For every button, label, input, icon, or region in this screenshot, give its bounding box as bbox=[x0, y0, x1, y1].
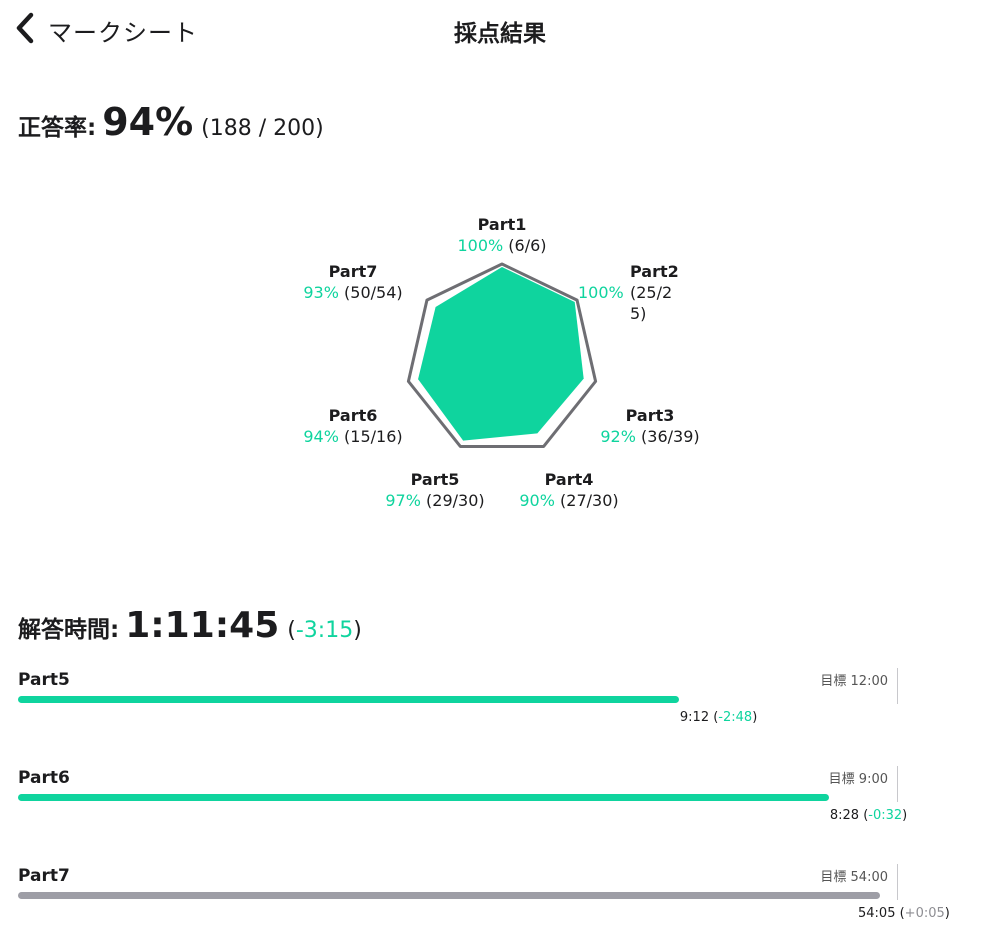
section-goal: 目標 9:00 bbox=[828, 772, 888, 787]
time-summary: 解答時間: 1:11:45 (-3:15) bbox=[18, 605, 362, 646]
radar-part-name: Part5 bbox=[410, 470, 460, 489]
page-title: 採点結果 bbox=[454, 21, 546, 47]
section-result: 9:12 (-2:48) bbox=[679, 710, 758, 725]
time-diff-open: ( bbox=[287, 618, 296, 643]
radar-label-part2: Part2 100% (25/25) bbox=[578, 261, 684, 324]
section-result-time: 9:12 ( bbox=[679, 710, 719, 725]
section-goal: 目標 12:00 bbox=[820, 674, 888, 689]
section-name: Part6 bbox=[18, 768, 70, 788]
radar-label-part5: Part5 97% (29/30) bbox=[365, 469, 505, 511]
radar-part-percent: 93% bbox=[303, 283, 339, 302]
section-name: Part7 bbox=[18, 866, 70, 886]
section-result: 54:05 (+0:05) bbox=[858, 906, 950, 921]
time-section-part5: Part5 目標 12:00 9:12 (-2:48) bbox=[0, 668, 1000, 730]
radar-score-area bbox=[418, 267, 584, 441]
section-progress-bar bbox=[18, 892, 880, 899]
back-button[interactable]: マークシート bbox=[14, 10, 198, 50]
section-progress-bar bbox=[18, 794, 829, 801]
radar-part-count: (27/30) bbox=[554, 491, 619, 510]
radar-part-count: (50/54) bbox=[338, 283, 403, 302]
radar-part-percent: 94% bbox=[303, 427, 339, 446]
radar-chart-svg bbox=[406, 262, 598, 448]
section-result-diff: -2:48 bbox=[718, 710, 753, 725]
radar-part-name: Part7 bbox=[328, 262, 378, 281]
radar-part-name: Part6 bbox=[328, 406, 378, 425]
radar-part-percent: 100% bbox=[578, 283, 624, 302]
section-result: 8:28 (-0:32) bbox=[829, 808, 908, 823]
radar-label-part3: Part3 92% (36/39) bbox=[580, 405, 720, 447]
radar-part-count: (25/25) bbox=[630, 283, 673, 323]
accuracy-fraction: (188 / 200) bbox=[201, 116, 324, 141]
radar-part-percent: 90% bbox=[519, 491, 555, 510]
radar-part-name: Part4 bbox=[544, 470, 594, 489]
time-label: 解答時間: bbox=[18, 617, 120, 643]
radar-label-part6: Part6 94% (15/16) bbox=[283, 405, 423, 447]
accuracy-value: 94% bbox=[102, 100, 194, 144]
radar-part-name: Part3 bbox=[625, 406, 675, 425]
section-result-time: 8:28 ( bbox=[829, 808, 869, 823]
radar-chart: Part1 100% (6/6) Part2 100% (25/25) Part3 92% … bbox=[0, 190, 1000, 524]
radar-label-part1: Part1 100% (6/6) bbox=[432, 214, 572, 256]
radar-part-percent: 92% bbox=[600, 427, 636, 446]
chevron-left-icon bbox=[14, 11, 36, 49]
accuracy-label: 正答率: bbox=[18, 115, 97, 141]
section-progress-bar bbox=[18, 696, 679, 703]
radar-label-part4: Part4 90% (27/30) bbox=[499, 469, 639, 511]
time-value: 1:11:45 bbox=[125, 605, 280, 646]
radar-outline bbox=[406, 262, 598, 448]
radar-label-part7: Part7 93% (50/54) bbox=[283, 261, 423, 303]
radar-part-percent: 97% bbox=[385, 491, 421, 510]
time-diff-value: -3:15 bbox=[295, 618, 354, 643]
time-section-part7: Part7 目標 54:00 54:05 (+0:05) bbox=[0, 864, 1000, 926]
radar-part-count: (15/16) bbox=[338, 427, 403, 446]
section-result-diff: +0:05 bbox=[904, 906, 945, 921]
accuracy-summary: 正答率: 94% (188 / 200) bbox=[18, 100, 324, 144]
radar-part-name: Part1 bbox=[477, 215, 527, 234]
time-diff-close: ) bbox=[353, 618, 362, 643]
navigation-bar: マークシート 採点結果 bbox=[0, 0, 1000, 60]
radar-part-count: (29/30) bbox=[420, 491, 485, 510]
section-result-diff: -0:32 bbox=[868, 808, 903, 823]
radar-part-count: (6/6) bbox=[503, 236, 547, 255]
back-button-label: マークシート bbox=[48, 18, 198, 47]
goal-marker-line bbox=[897, 668, 898, 704]
section-result-time: 54:05 ( bbox=[858, 906, 905, 921]
radar-part-name: Part2 bbox=[630, 262, 679, 281]
time-section-part6: Part6 目標 9:00 8:28 (-0:32) bbox=[0, 766, 1000, 828]
time-diff: (-3:15) bbox=[287, 618, 362, 643]
radar-part-percent: 100% bbox=[457, 236, 504, 255]
section-name: Part5 bbox=[18, 670, 70, 690]
section-goal: 目標 54:00 bbox=[820, 870, 888, 885]
radar-part-count: (36/39) bbox=[635, 427, 700, 446]
goal-marker-line bbox=[897, 766, 898, 802]
goal-marker-line bbox=[897, 864, 898, 900]
